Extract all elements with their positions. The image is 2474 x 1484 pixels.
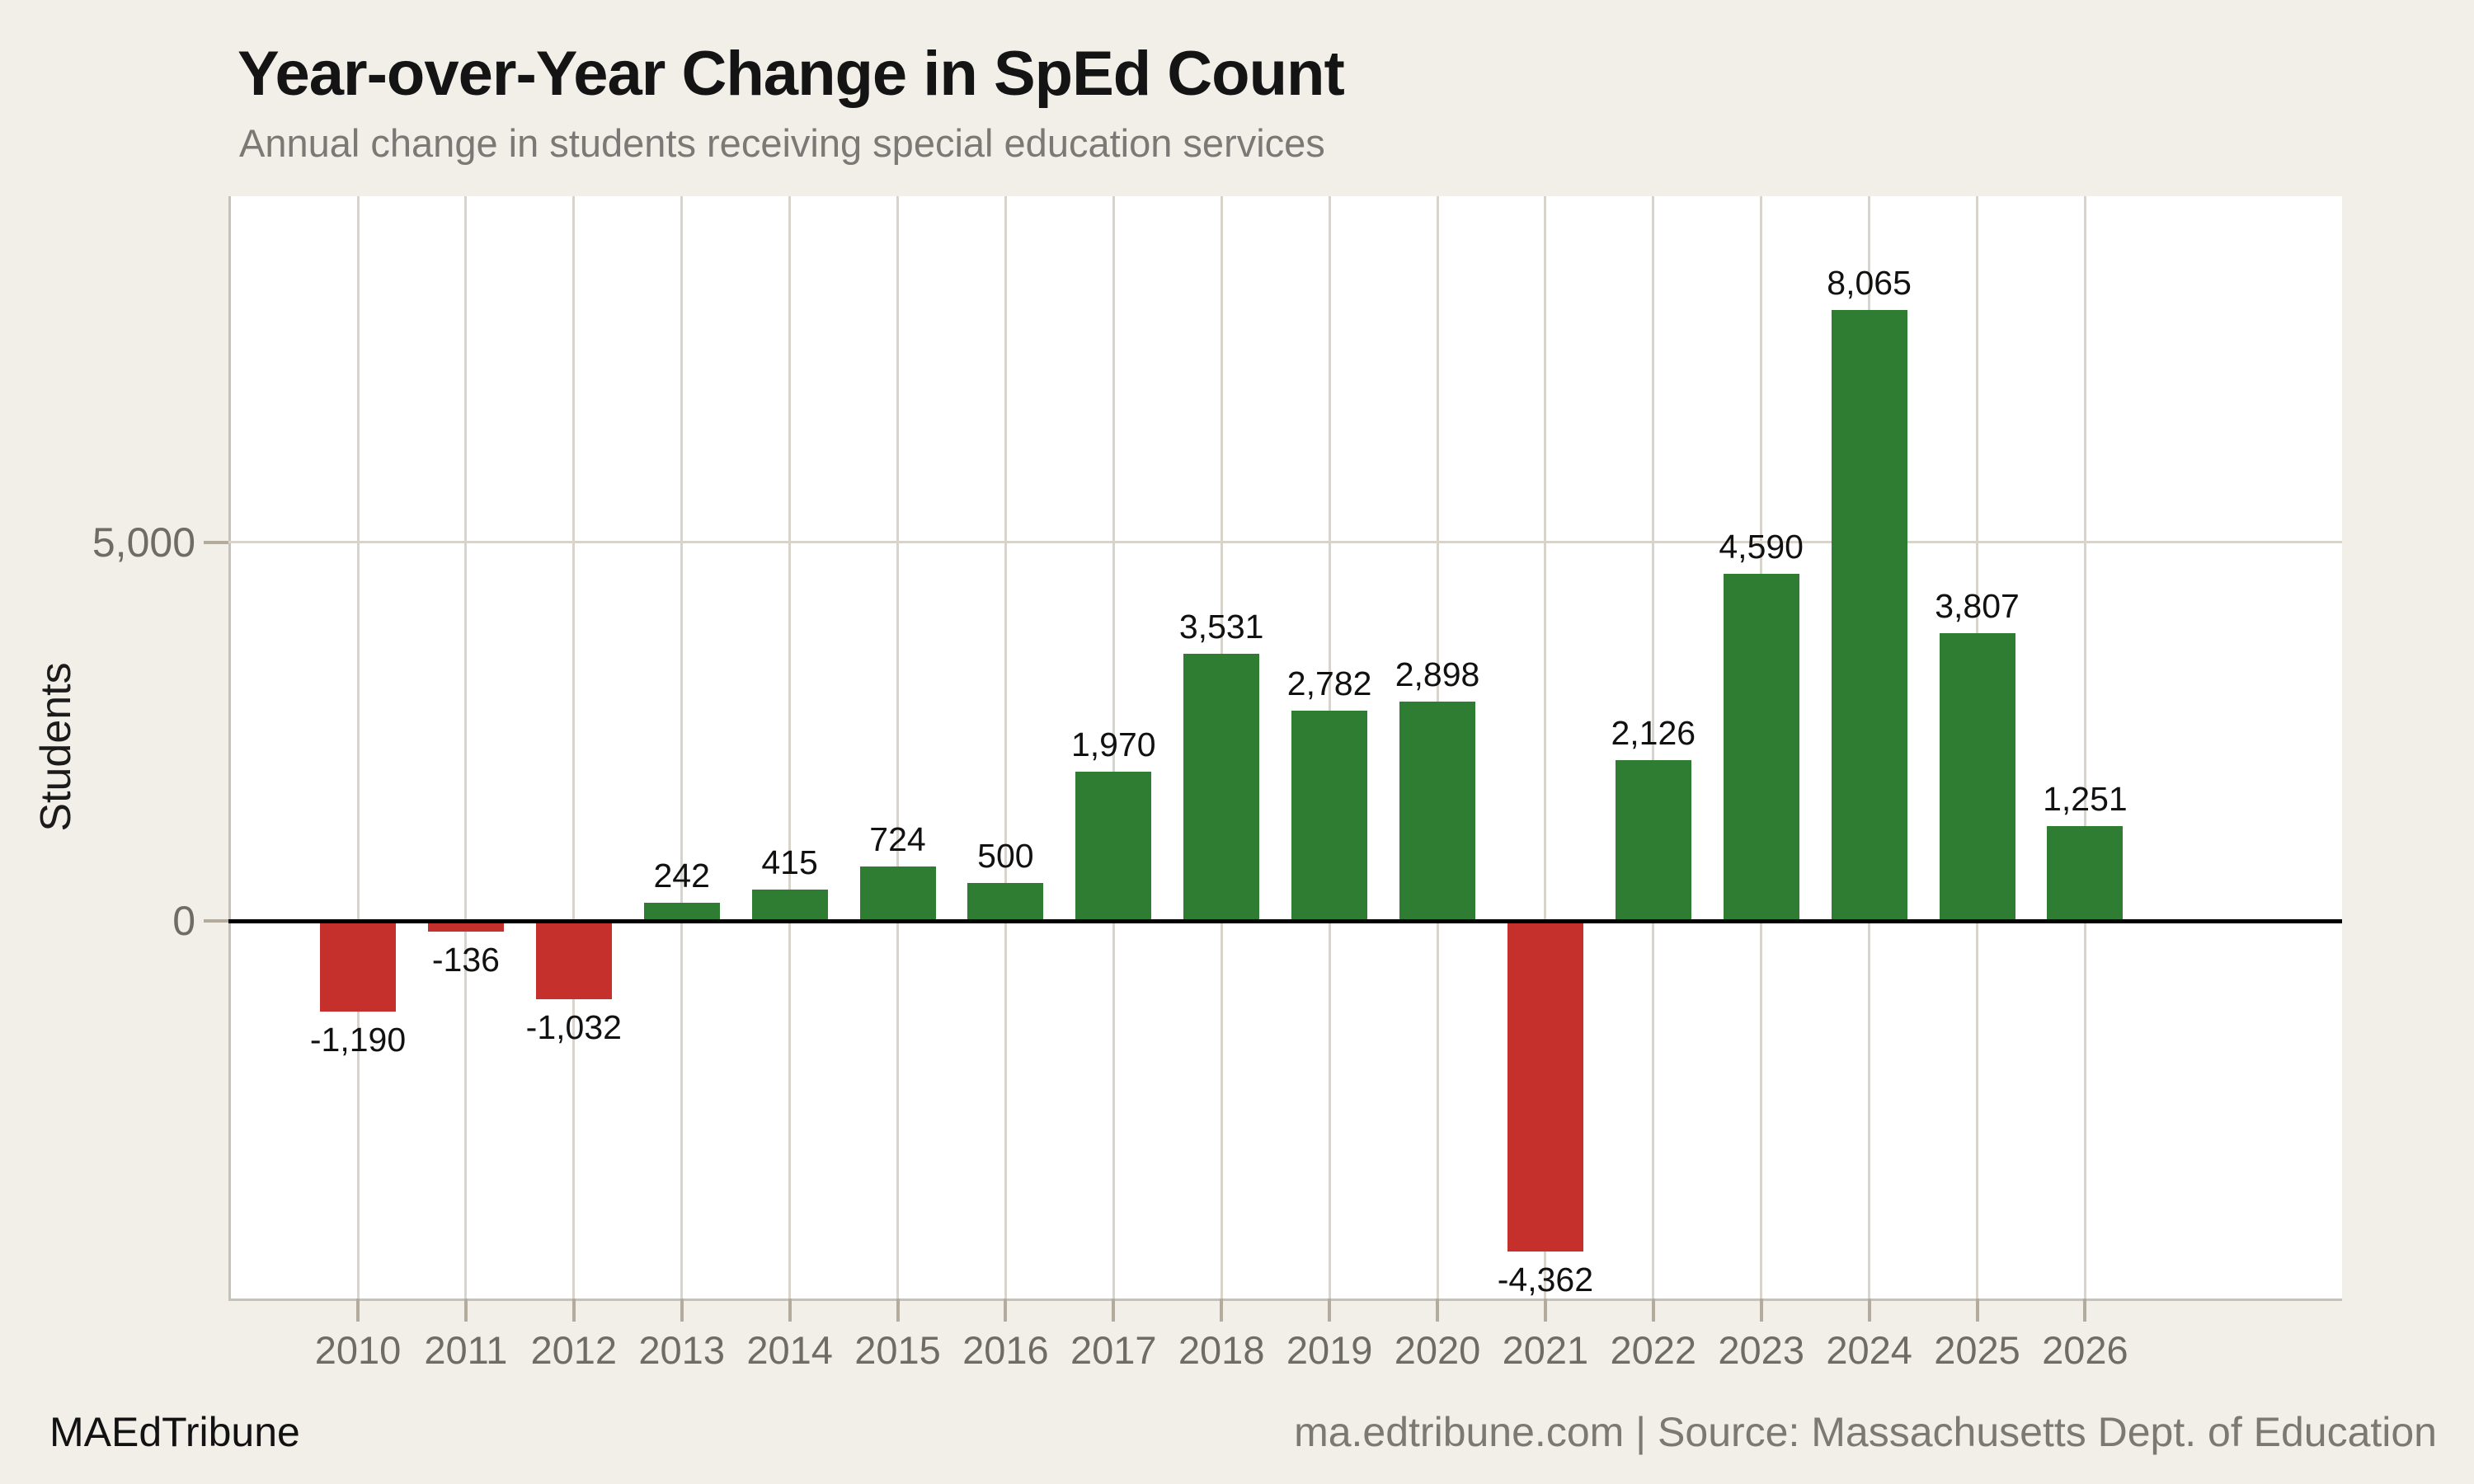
x-axis-label-2025: 2025 (1934, 1328, 2020, 1372)
x-tick (463, 1298, 468, 1322)
x-axis-label-2012: 2012 (530, 1328, 618, 1372)
bar-2011 (427, 921, 504, 932)
bar-2026 (2047, 826, 2124, 922)
y-axis-line (228, 196, 231, 1298)
x-axis-label-2021: 2021 (1502, 1328, 1589, 1372)
x-gridline (788, 196, 792, 1298)
x-axis-label-2016: 2016 (962, 1328, 1049, 1372)
y-tick (204, 540, 228, 544)
x-axis-line (228, 1298, 2342, 1301)
x-tick (2083, 1298, 2087, 1322)
brand-label: MAEdTribune (49, 1409, 300, 1455)
zero-baseline (228, 918, 2342, 923)
x-tick (356, 1298, 360, 1322)
bar-value-label-2020: 2,898 (1395, 655, 1480, 694)
x-tick (1651, 1298, 1655, 1322)
x-axis-label-2017: 2017 (1070, 1328, 1157, 1372)
x-tick (1328, 1298, 1332, 1322)
x-gridline (356, 196, 360, 1298)
bar-2017 (1075, 772, 1152, 922)
bar-value-label-2024: 8,065 (1827, 264, 1912, 303)
x-axis-label-2018: 2018 (1178, 1328, 1265, 1372)
x-axis-label-2015: 2015 (854, 1328, 941, 1372)
x-axis-label-2010: 2010 (314, 1328, 402, 1372)
bar-2024 (1831, 310, 1907, 922)
y-axis-label: Students (32, 662, 80, 832)
bar-value-label-2011: -136 (431, 940, 500, 979)
x-axis-label-2022: 2022 (1610, 1328, 1697, 1372)
x-tick (1867, 1298, 1871, 1322)
bar-2025 (1939, 632, 2015, 922)
bar-2016 (967, 883, 1044, 922)
x-gridline (1652, 196, 1655, 1298)
bar-value-label-2010: -1,190 (309, 1020, 407, 1059)
bar-2015 (859, 866, 936, 922)
bar-value-label-2021: -4,362 (1497, 1261, 1594, 1299)
bar-2014 (751, 890, 828, 922)
chart-subtitle: Annual change in students receiving spec… (239, 121, 1325, 165)
x-gridline (1004, 196, 1007, 1298)
x-axis-label-2026: 2026 (2042, 1328, 2128, 1372)
bar-2018 (1183, 653, 1260, 922)
x-tick (1436, 1298, 1439, 1322)
bar-value-label-2018: 3,531 (1178, 607, 1264, 646)
bar-value-label-2014: 415 (761, 843, 818, 882)
x-axis-label-2023: 2023 (1718, 1328, 1804, 1372)
x-axis-label-2024: 2024 (1826, 1328, 1912, 1372)
x-axis-label-2019: 2019 (1286, 1328, 1373, 1372)
x-gridline (2083, 196, 2086, 1298)
bar-value-label-2016: 500 (977, 837, 1034, 876)
x-tick (1004, 1298, 1008, 1322)
bar-value-label-2023: 4,590 (1719, 527, 1804, 566)
bar-value-label-2017: 1,970 (1070, 726, 1156, 764)
bar-value-label-2022: 2,126 (1611, 714, 1696, 753)
source-attribution: ma.edtribune.com | Source: Massachusetts… (1294, 1409, 2437, 1455)
bar-2020 (1399, 702, 1475, 922)
bar-2019 (1291, 710, 1368, 922)
x-gridline (680, 196, 684, 1298)
x-axis-label-2014: 2014 (746, 1328, 833, 1372)
chart-title: Year-over-Year Change in SpEd Count (238, 39, 1345, 109)
bar-2021 (1507, 921, 1583, 1252)
bar-2010 (320, 921, 396, 1012)
bar-2022 (1615, 760, 1691, 922)
bar-value-label-2013: 242 (653, 857, 710, 895)
bar-value-label-2015: 724 (869, 819, 926, 858)
x-gridline (464, 196, 468, 1298)
bar-value-label-2026: 1,251 (2043, 780, 2128, 819)
bar-2023 (1723, 573, 1799, 922)
x-tick (571, 1298, 576, 1322)
y-gridline (228, 541, 2342, 544)
x-axis-label-2013: 2013 (638, 1328, 725, 1372)
y-tick-label: 5,000 (92, 519, 195, 566)
x-tick (680, 1298, 684, 1322)
x-tick (896, 1298, 900, 1322)
x-axis-label-2011: 2011 (424, 1328, 508, 1372)
x-gridline (572, 196, 576, 1298)
y-tick-label: 0 (172, 898, 195, 945)
x-tick (1759, 1298, 1763, 1322)
bar-2013 (643, 903, 720, 922)
x-axis-label-2020: 2020 (1394, 1328, 1481, 1372)
bar-value-label-2019: 2,782 (1286, 664, 1372, 702)
x-gridline (896, 196, 899, 1298)
x-gridline (1544, 196, 1547, 1298)
x-tick (788, 1298, 792, 1322)
y-tick (204, 919, 228, 923)
bar-value-label-2025: 3,807 (1935, 586, 2020, 625)
plot-area: -1,190 -136 -1,032 242 415 724 500 1,970 3,531 2,… (228, 196, 2342, 1301)
x-tick (1112, 1298, 1116, 1322)
bar-value-label-2012: -1,032 (525, 1008, 622, 1047)
bar-2012 (535, 921, 612, 1000)
x-tick (1220, 1298, 1224, 1322)
x-tick (1975, 1298, 1979, 1322)
x-gridline (1112, 196, 1115, 1298)
x-tick (1543, 1298, 1547, 1322)
